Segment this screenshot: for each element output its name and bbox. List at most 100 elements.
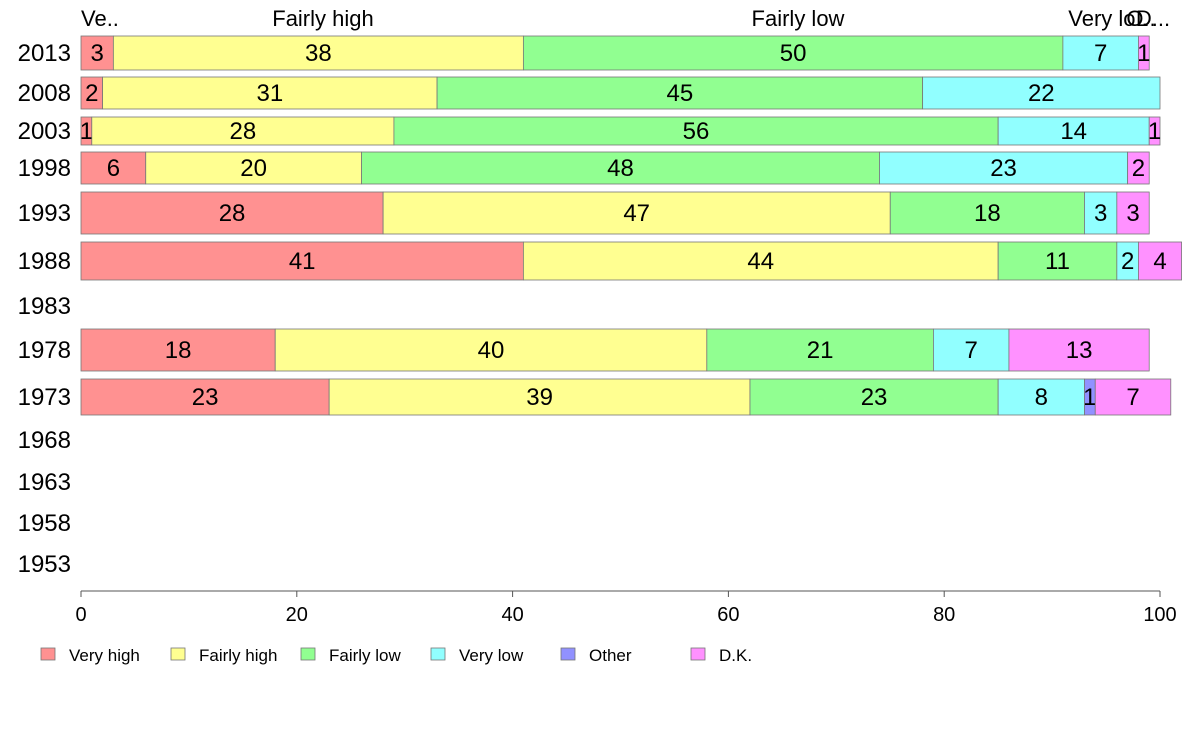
bar-1993-fairly-high: [382, 191, 891, 235]
data-label: 31: [256, 80, 283, 107]
y-axis-labels: 2013 2008 2003 1998 1993 1988 1983 1978 1973 1968…: [18, 40, 71, 578]
bar-1973-fairly-low: [749, 378, 999, 416]
data-label: 2: [1132, 155, 1145, 182]
top-label: D...: [1136, 6, 1170, 31]
bar-1978-very-high: [80, 328, 276, 372]
bar-1993-very-high: [80, 191, 384, 235]
legend-swatch: [300, 647, 316, 661]
data-label: 11: [1045, 248, 1070, 275]
data-label: 28: [229, 118, 256, 145]
y-label-1968: 1968: [18, 427, 71, 454]
bar-1973-very-high: [80, 378, 330, 416]
data-label: 4: [1153, 248, 1166, 275]
legend-label: Fairly low: [329, 646, 402, 665]
bar-1978-fairly-low: [706, 328, 934, 372]
bar-1988-fairly-low: [997, 241, 1118, 281]
bar-1988-d-k-: [1138, 241, 1182, 281]
y-label-2008: 2008: [18, 80, 71, 107]
bar-1998-d-k-: [1127, 151, 1150, 185]
data-label: 14: [1060, 118, 1087, 145]
x-tick-label: 0: [75, 604, 86, 626]
bar-1978-very-low: [933, 328, 1010, 372]
bar-2013-fairly-high: [112, 35, 524, 71]
bar-2008-fairly-low: [436, 76, 924, 110]
bar-2003-very-low: [997, 116, 1150, 146]
bar-2008-fairly-high: [102, 76, 438, 110]
top-label: O..: [1126, 6, 1155, 31]
y-label-1998: 1998: [18, 155, 71, 182]
y-label-2003: 2003: [18, 118, 71, 145]
bar-1988-very-high: [80, 241, 524, 281]
data-label: 3: [1126, 200, 1139, 227]
bar-1998-very-low: [879, 151, 1129, 185]
data-label: 1: [1083, 384, 1096, 411]
y-label-1953: 1953: [18, 551, 71, 578]
legend-swatch: [170, 647, 186, 661]
y-label-2013: 2013: [18, 40, 71, 67]
data-label: 2: [85, 80, 98, 107]
bar-1978-fairly-high: [274, 328, 708, 372]
data-label: 23: [861, 384, 888, 411]
y-label-1993: 1993: [18, 200, 71, 227]
bar-1998-fairly-low: [361, 151, 880, 185]
data-label: 41: [289, 248, 316, 275]
legend-label: D.K.: [719, 646, 752, 665]
bars-layer: 3 38 50 7 12 31 45 221 28 56 14 16 20 48 23 228 47 18 3 341…: [80, 35, 1182, 416]
data-label: 38: [305, 40, 332, 67]
bar-1978-d-k-: [1008, 328, 1150, 372]
x-tick-label: 60: [717, 604, 739, 626]
y-label-1973: 1973: [18, 384, 71, 411]
bar-1993-fairly-low: [889, 191, 1085, 235]
data-label: 22: [1028, 80, 1055, 107]
bar-1973-d-k-: [1094, 378, 1172, 416]
bar-2013-d-k-: [1138, 35, 1150, 71]
data-label: 28: [219, 200, 246, 227]
x-axis: 0 20 40 60 80 100: [75, 590, 1177, 626]
bar-2013-very-high: [80, 35, 114, 71]
legend-swatch: [690, 647, 706, 661]
x-tick-label: 100: [1143, 604, 1176, 626]
data-label: 18: [165, 337, 192, 364]
top-label: Very lo..: [1068, 6, 1147, 31]
data-label: 18: [974, 200, 1001, 227]
data-label: 1: [1148, 118, 1161, 145]
data-label: 2: [1121, 248, 1134, 275]
y-label-1958: 1958: [18, 510, 71, 537]
bar-2003-fairly-low: [393, 116, 999, 146]
legend-label: Fairly high: [199, 646, 277, 665]
top-label: Fairly low: [752, 6, 845, 31]
data-label: 7: [964, 337, 977, 364]
data-label: 7: [1126, 384, 1139, 411]
data-label: 23: [990, 155, 1017, 182]
data-label: 7: [1094, 40, 1107, 67]
data-label: 1: [1137, 40, 1150, 67]
data-label: 3: [91, 40, 104, 67]
data-label: 44: [747, 248, 774, 275]
y-label-1978: 1978: [18, 337, 71, 364]
legend-swatch: [430, 647, 446, 661]
bar-1988-fairly-high: [522, 241, 999, 281]
legend: Very high Fairly high Fairly low Very low Ot…: [40, 646, 752, 665]
data-label: 13: [1066, 337, 1093, 364]
bar-1998-fairly-high: [145, 151, 362, 185]
x-tick-label: 40: [501, 604, 523, 626]
bar-1973-fairly-high: [328, 378, 751, 416]
bar-1993-d-k-: [1116, 191, 1150, 235]
data-label: 8: [1035, 384, 1048, 411]
legend-swatch: [560, 647, 576, 661]
y-label-1963: 1963: [18, 469, 71, 496]
x-tick-label: 20: [286, 604, 308, 626]
data-label: 50: [780, 40, 807, 67]
data-label: 1: [80, 118, 93, 145]
legend-swatch: [40, 647, 56, 661]
legend-label: Very high: [69, 646, 140, 665]
data-label: 3: [1094, 200, 1107, 227]
legend-label: Very low: [459, 646, 524, 665]
data-label: 48: [607, 155, 634, 182]
data-label: 39: [526, 384, 553, 411]
x-tick-label: 80: [933, 604, 955, 626]
bar-2013-fairly-low: [522, 35, 1064, 71]
bar-2008-very-low: [922, 76, 1161, 110]
legend-label: Other: [589, 646, 632, 665]
